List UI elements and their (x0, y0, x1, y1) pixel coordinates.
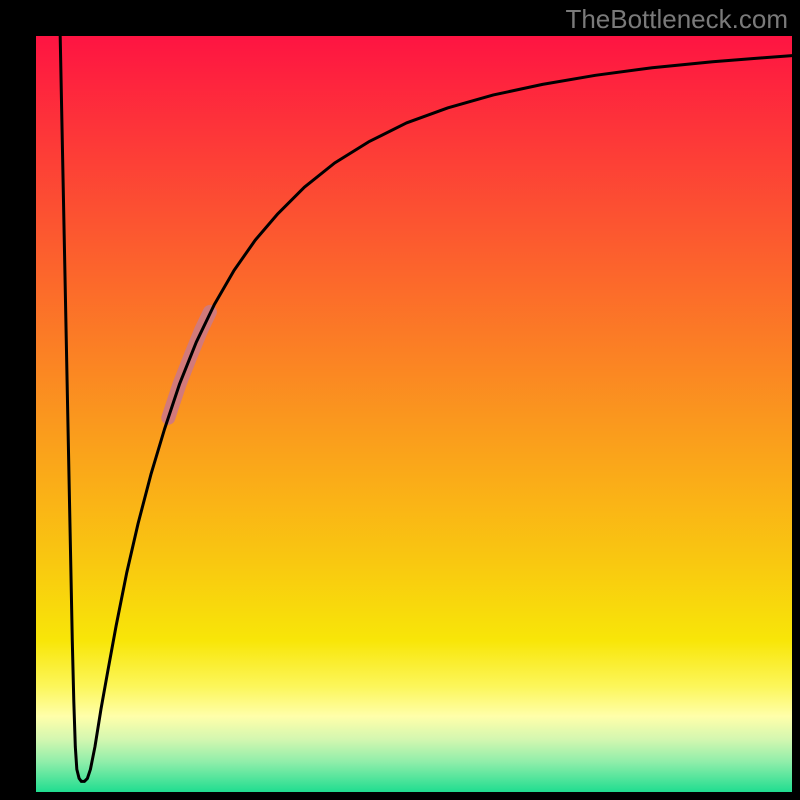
watermark-text: TheBottleneck.com (565, 4, 788, 35)
curve-layer (36, 36, 792, 792)
plot-area (36, 36, 792, 792)
chart-stage: TheBottleneck.com (0, 0, 800, 800)
bottleneck-curve (60, 36, 792, 781)
